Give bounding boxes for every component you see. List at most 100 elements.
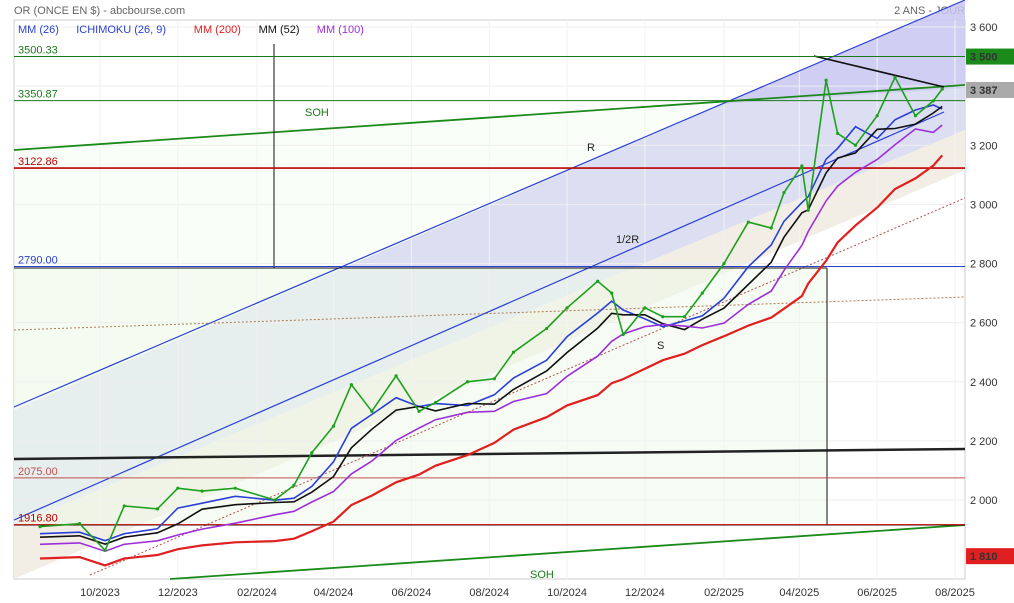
legend: MM (26) ICHIMOKU (26, 9) MM (200) MM (52) MM…: [18, 24, 364, 36]
price-point: [103, 548, 107, 552]
price-point: [875, 114, 879, 118]
y-tick-label: 2 200: [970, 436, 998, 448]
x-tick-label: 04/2025: [779, 587, 819, 599]
price-point: [38, 525, 42, 529]
level-label: 3350.87: [18, 89, 58, 101]
price-point: [122, 504, 126, 508]
y-tick-label: 2 800: [970, 259, 998, 271]
price-badge-text: 3 387: [970, 85, 998, 97]
price-point: [746, 220, 750, 224]
price-point: [233, 486, 237, 490]
x-tick-label: 12/2024: [625, 587, 665, 599]
x-tick-label: 02/2025: [704, 587, 744, 599]
level-label: 2790.00: [18, 254, 58, 266]
price-point: [782, 190, 786, 195]
ma-100-line: [39, 124, 943, 553]
price-badge: [966, 81, 1014, 98]
soh-top-label: SOH: [305, 107, 329, 119]
range-box-fill: [14, 268, 827, 525]
gridlines: [14, 20, 965, 579]
price-point: [200, 489, 204, 493]
y-tick-label: 3 000: [970, 199, 998, 211]
price-point: [940, 87, 944, 91]
price-point: [349, 383, 353, 387]
soh-upper-line: [13, 84, 966, 151]
r-label: R: [587, 142, 595, 154]
price-badge-text: 3 500: [970, 52, 998, 64]
price-point: [621, 332, 625, 337]
price-point: [292, 483, 296, 487]
price-point: [835, 131, 840, 136]
price-series: [38, 75, 944, 552]
y-tick-label: 2 600: [970, 318, 998, 330]
x-tick-label: 10/2023: [80, 587, 120, 599]
price-point: [77, 522, 82, 526]
level-label: 3122.86: [18, 156, 58, 168]
legend-item: MM (200): [194, 24, 241, 36]
level-label: 1916.80: [18, 513, 58, 525]
half-r-label: 1/2R: [616, 234, 639, 246]
chart-title: OR (ONCE EN $) - abcbourse.com: [14, 5, 185, 17]
price-point: [682, 315, 687, 319]
soh-lower-line: [169, 524, 966, 580]
ma-26-line: [39, 104, 943, 542]
level-label: 2075.00: [18, 466, 58, 478]
y-tick-label: 3 200: [970, 140, 998, 152]
price-point: [492, 377, 496, 381]
legend-item: MM (52): [259, 24, 300, 36]
price-point: [511, 350, 516, 354]
legend-item: MM (100): [317, 24, 364, 36]
price-badges: 3 500 3 387 1 810: [966, 48, 1014, 565]
dotted-trend-2: [89, 197, 966, 576]
price-point: [465, 380, 470, 384]
price-point: [700, 291, 704, 295]
legend-item: MM (26): [18, 24, 59, 36]
long-trend-line: [13, 447, 966, 461]
price-point: [661, 315, 665, 319]
channel-mid-line: [13, 111, 945, 521]
price-point: [610, 291, 614, 295]
x-tick-label: 06/2025: [857, 587, 897, 599]
price-point: [417, 409, 421, 413]
x-tick-label: 12/2023: [158, 587, 198, 599]
price-point: [853, 143, 858, 147]
price-point: [310, 451, 314, 455]
price-point: [394, 374, 398, 378]
y-tick-label: 2 400: [970, 377, 998, 389]
price-point: [722, 261, 726, 266]
ma-52-line: [39, 105, 943, 545]
price-badge: [966, 48, 1014, 65]
s-label: S: [657, 340, 664, 352]
price-badge: [966, 548, 1014, 565]
price-point: [545, 326, 549, 331]
price-point: [434, 400, 438, 405]
price-point: [800, 164, 804, 168]
price-point: [769, 226, 773, 230]
level-label: 3500.33: [18, 44, 58, 56]
ma-200-line: [39, 154, 944, 567]
price-point: [893, 75, 897, 79]
soh-bottom-label: SOH: [530, 569, 554, 581]
x-axis: 10/2023 12/2023 02/2024 04/2024 06/2024 08/20…: [80, 587, 975, 599]
price-point: [913, 114, 918, 118]
y-tick-label: 3 600: [970, 22, 998, 34]
price-point: [596, 279, 600, 283]
price-point: [273, 498, 277, 502]
price-point: [176, 486, 180, 490]
x-tick-label: 06/2024: [391, 587, 431, 599]
x-tick-label: 02/2024: [237, 587, 277, 599]
channel-top-line: [13, 0, 966, 408]
horizontal-levels: 3500.33 3350.87 3122.86 2790.00 2075.00 1916.…: [14, 44, 965, 526]
price-badge-text: 1 810: [970, 551, 998, 563]
y-tick-label: 2 000: [970, 495, 998, 507]
price-point: [643, 306, 647, 310]
price-point: [806, 208, 810, 212]
price-point: [824, 78, 828, 82]
x-tick-label: 08/2025: [935, 587, 975, 599]
price-point: [155, 507, 160, 511]
price-point: [331, 424, 336, 428]
price-point: [931, 99, 935, 103]
triangle-top-line: [813, 55, 945, 88]
x-tick-label: 10/2024: [547, 587, 587, 599]
